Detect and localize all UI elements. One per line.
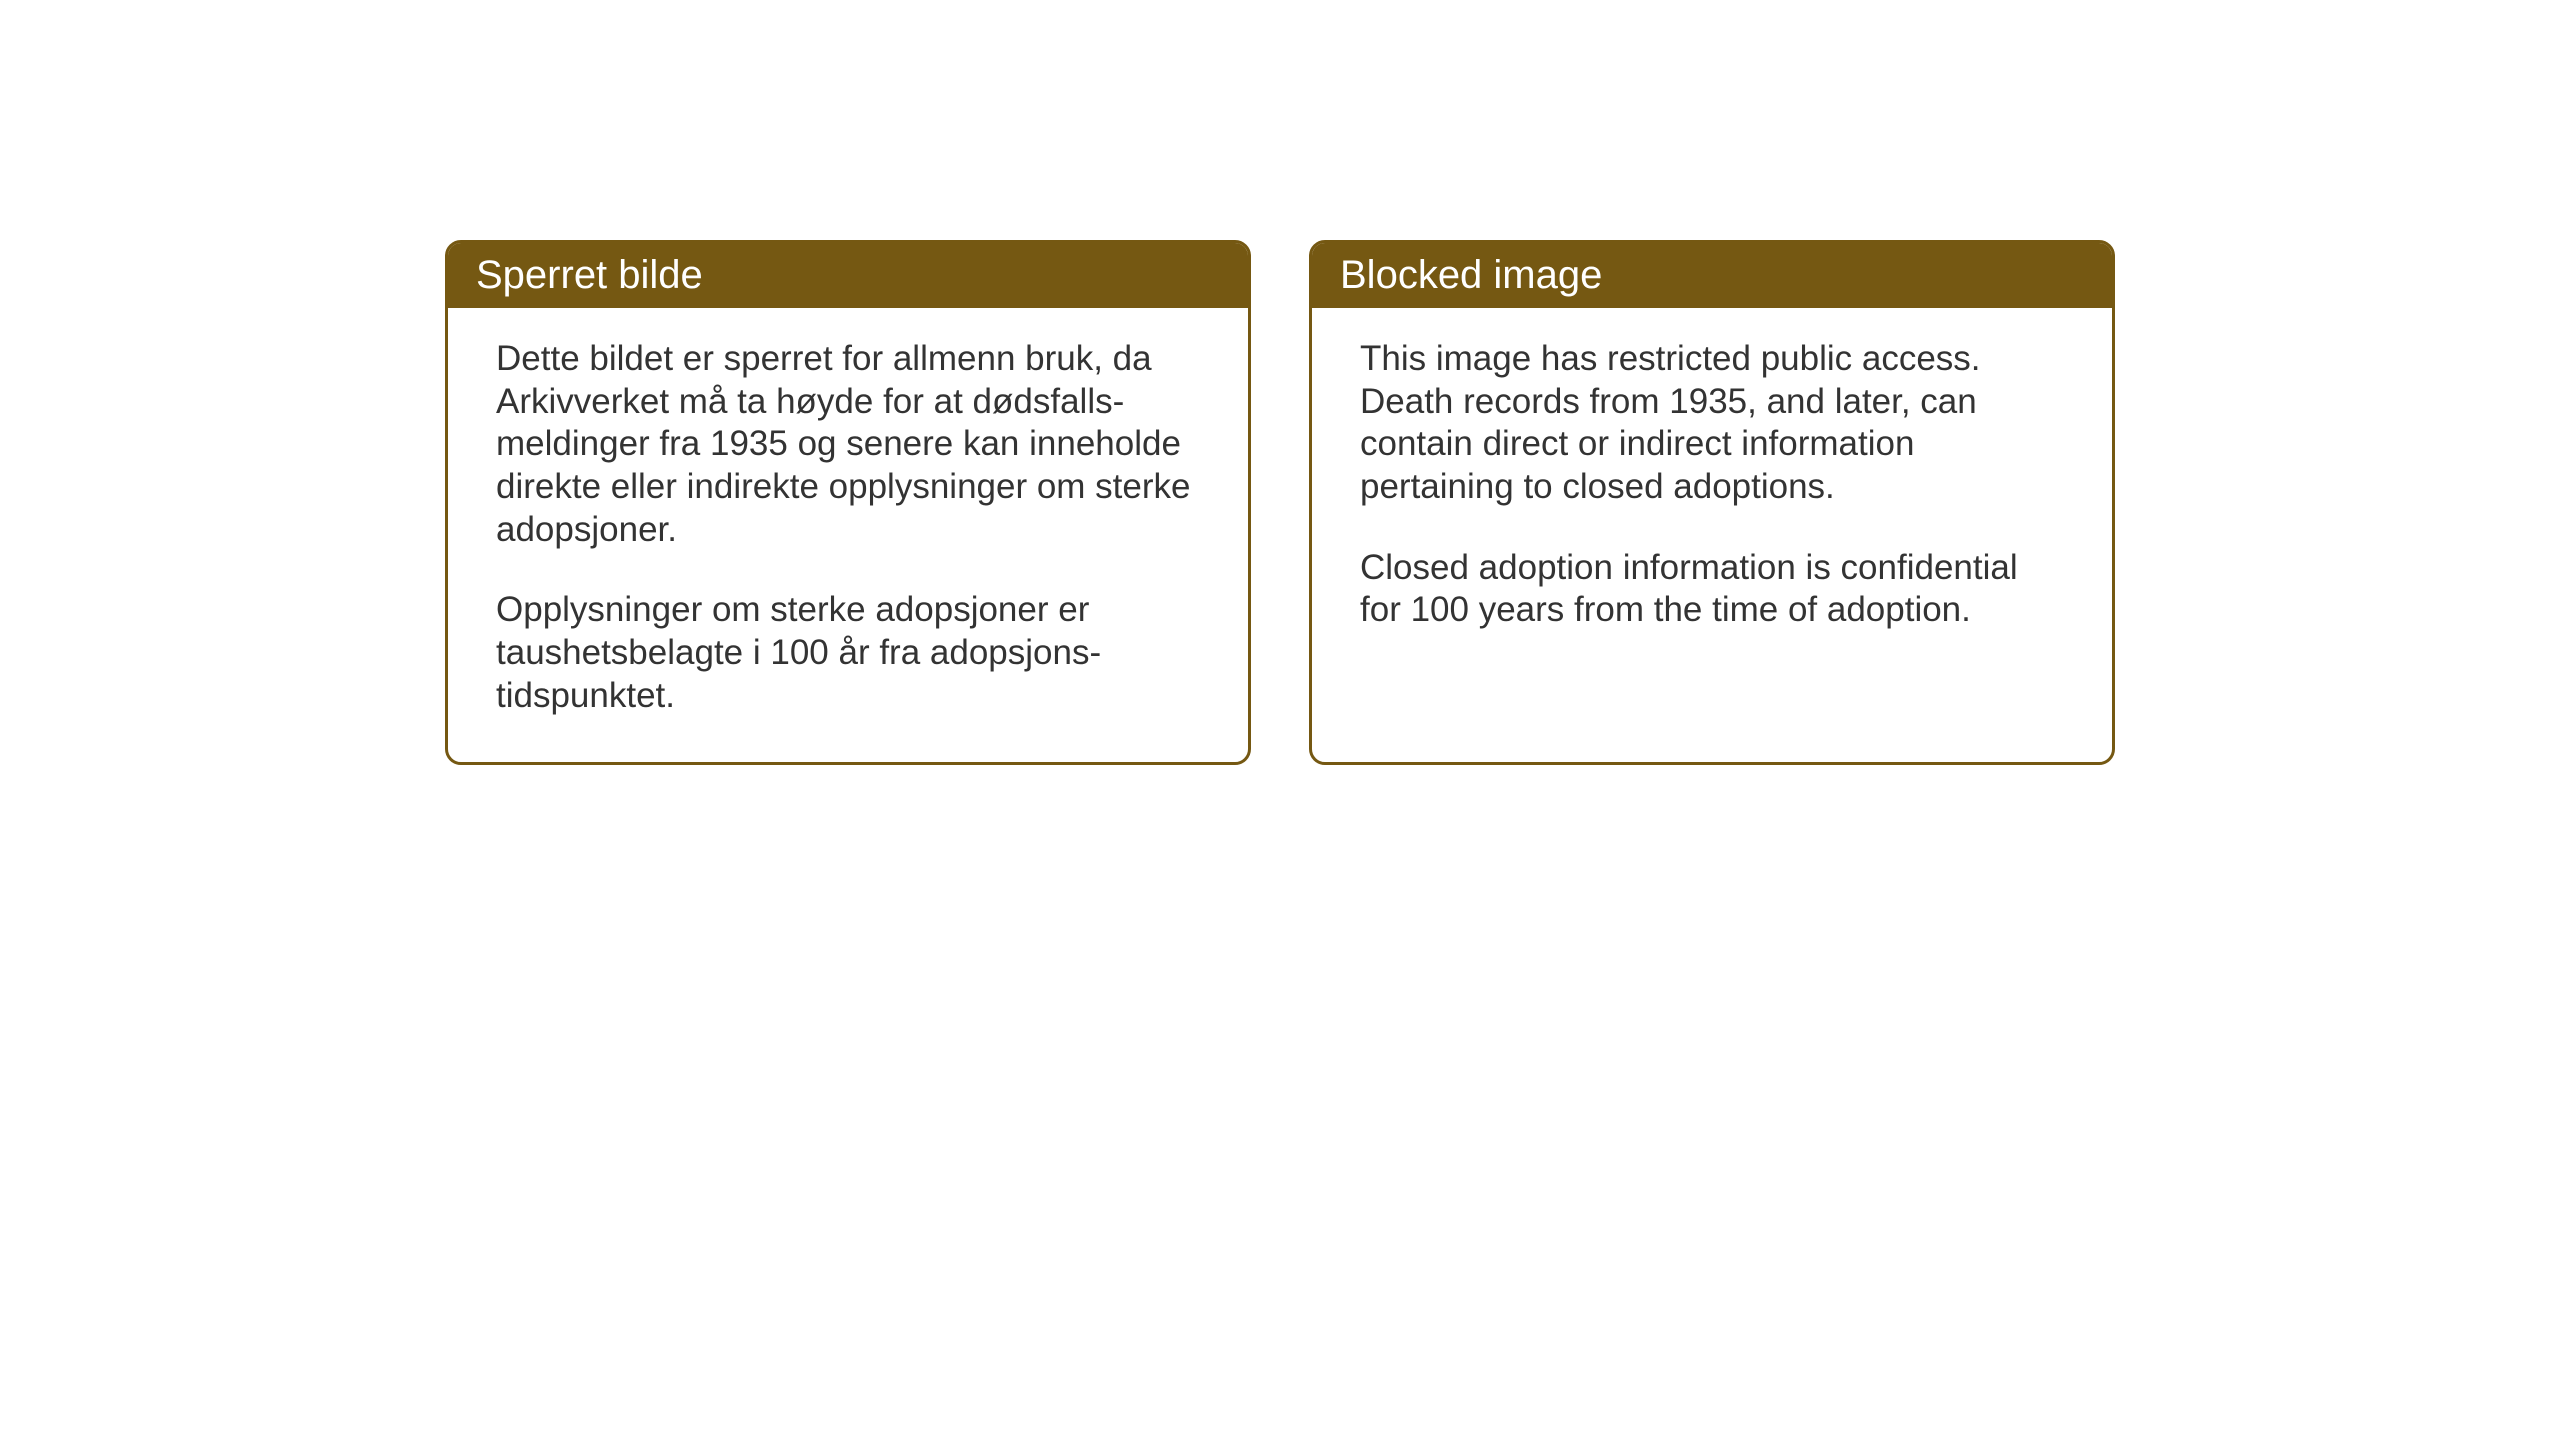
english-paragraph-1: This image has restricted public access.…	[1360, 338, 2064, 509]
english-notice-title: Blocked image	[1312, 243, 2112, 308]
norwegian-paragraph-2: Opplysninger om sterke adopsjoner er tau…	[496, 589, 1200, 717]
english-notice-body: This image has restricted public access.…	[1312, 308, 2112, 676]
norwegian-notice-body: Dette bildet er sperret for allmenn bruk…	[448, 308, 1248, 762]
english-paragraph-2: Closed adoption information is confident…	[1360, 547, 2064, 632]
notice-container: Sperret bilde Dette bildet er sperret fo…	[445, 240, 2115, 765]
norwegian-notice-title: Sperret bilde	[448, 243, 1248, 308]
norwegian-notice-card: Sperret bilde Dette bildet er sperret fo…	[445, 240, 1251, 765]
english-notice-card: Blocked image This image has restricted …	[1309, 240, 2115, 765]
norwegian-paragraph-1: Dette bildet er sperret for allmenn bruk…	[496, 338, 1200, 551]
